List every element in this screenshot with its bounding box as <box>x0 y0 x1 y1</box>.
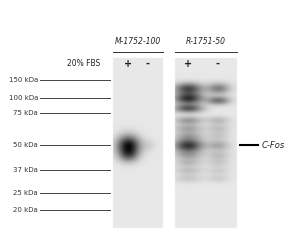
Text: 150 kDa: 150 kDa <box>9 77 38 83</box>
Text: +: + <box>124 59 132 69</box>
Text: 100 kDa: 100 kDa <box>9 95 38 101</box>
Text: -: - <box>146 59 150 69</box>
Text: 50 kDa: 50 kDa <box>13 142 38 148</box>
Text: 75 kDa: 75 kDa <box>13 110 38 116</box>
Text: 20% FBS: 20% FBS <box>67 60 100 68</box>
Text: -: - <box>216 59 220 69</box>
Text: 20 kDa: 20 kDa <box>13 207 38 213</box>
Text: C-Fos: C-Fos <box>262 140 285 150</box>
Text: R-1751-50: R-1751-50 <box>186 37 226 47</box>
Text: 25 kDa: 25 kDa <box>14 190 38 196</box>
Text: M-1752-100: M-1752-100 <box>115 37 161 47</box>
Text: +: + <box>184 59 192 69</box>
Text: 37 kDa: 37 kDa <box>13 167 38 173</box>
